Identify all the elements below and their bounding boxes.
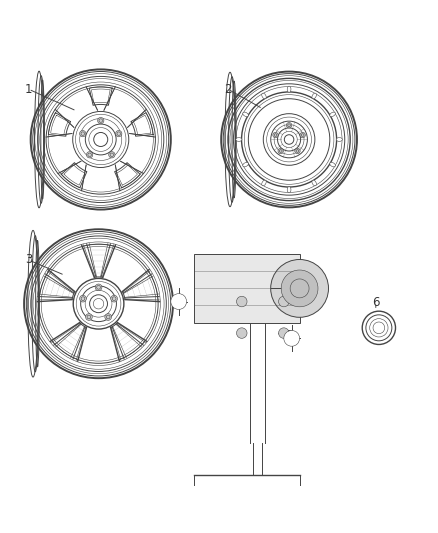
Circle shape [86,151,93,158]
Ellipse shape [243,163,248,167]
Text: 2: 2 [224,83,232,95]
Ellipse shape [287,86,291,92]
Circle shape [300,132,305,138]
Circle shape [95,284,102,290]
Circle shape [284,330,300,346]
Ellipse shape [312,180,316,186]
Circle shape [80,131,86,137]
Circle shape [281,270,318,307]
Circle shape [279,296,289,307]
Circle shape [279,328,289,338]
Ellipse shape [330,112,336,117]
Circle shape [80,295,86,302]
Text: 5: 5 [205,306,212,319]
Circle shape [271,260,328,317]
Circle shape [237,328,247,338]
Text: 4: 4 [230,256,238,269]
Text: 6: 6 [372,296,380,309]
Ellipse shape [330,163,336,167]
Circle shape [237,296,247,307]
Circle shape [278,148,283,154]
Ellipse shape [287,187,291,193]
Circle shape [286,123,292,128]
FancyBboxPatch shape [194,254,300,322]
Circle shape [116,131,122,137]
Circle shape [109,151,115,158]
Ellipse shape [236,138,242,141]
Ellipse shape [262,93,266,99]
Circle shape [295,148,300,154]
Ellipse shape [336,138,343,141]
Circle shape [273,132,278,138]
Text: 5: 5 [286,329,293,342]
Circle shape [98,117,104,124]
Circle shape [85,313,92,320]
Circle shape [111,295,117,302]
Ellipse shape [243,112,248,117]
Circle shape [105,313,112,320]
Ellipse shape [312,93,316,99]
Text: 1: 1 [25,83,32,95]
Ellipse shape [262,180,266,186]
Circle shape [171,294,187,310]
Text: 3: 3 [25,253,32,266]
